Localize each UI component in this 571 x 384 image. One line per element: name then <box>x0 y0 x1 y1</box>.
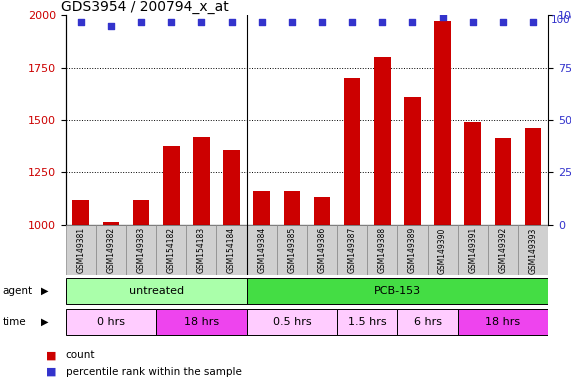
Point <box>287 18 296 25</box>
Text: ▶: ▶ <box>41 316 49 327</box>
Bar <box>464 122 481 225</box>
Text: untreated: untreated <box>128 286 184 296</box>
Point <box>317 18 327 25</box>
Point <box>468 18 477 25</box>
Bar <box>163 146 179 225</box>
Point <box>378 18 387 25</box>
Bar <box>307 225 337 275</box>
Point <box>438 14 447 20</box>
Point <box>408 18 417 25</box>
Point <box>167 18 176 25</box>
Bar <box>254 191 270 225</box>
Bar <box>525 128 541 225</box>
Bar <box>313 197 330 225</box>
Bar <box>367 225 397 275</box>
Point <box>197 18 206 25</box>
Text: 100%: 100% <box>550 15 571 25</box>
Bar <box>344 78 360 225</box>
Bar <box>458 309 548 334</box>
Bar <box>518 225 548 275</box>
Bar <box>337 225 367 275</box>
Bar <box>133 200 150 225</box>
Text: ■: ■ <box>46 350 56 360</box>
Point <box>227 18 236 25</box>
Bar <box>458 225 488 275</box>
Text: GSM154182: GSM154182 <box>167 227 176 273</box>
Text: time: time <box>3 316 26 327</box>
Bar <box>397 309 458 334</box>
Bar <box>397 225 428 275</box>
Text: 18 hrs: 18 hrs <box>184 316 219 327</box>
Bar <box>96 225 126 275</box>
Text: count: count <box>66 350 95 360</box>
Text: 1.5 hrs: 1.5 hrs <box>348 316 387 327</box>
Text: GSM149382: GSM149382 <box>106 227 115 273</box>
Bar <box>488 225 518 275</box>
Point <box>257 18 266 25</box>
Text: GSM149386: GSM149386 <box>317 227 327 273</box>
Text: GSM149391: GSM149391 <box>468 227 477 273</box>
Text: GSM149384: GSM149384 <box>257 227 266 273</box>
Text: GSM149392: GSM149392 <box>498 227 508 273</box>
Bar <box>216 225 247 275</box>
Text: GSM149385: GSM149385 <box>287 227 296 273</box>
Bar <box>73 200 89 225</box>
Bar <box>284 191 300 225</box>
Bar <box>103 222 119 225</box>
Point <box>348 18 357 25</box>
Text: GDS3954 / 200794_x_at: GDS3954 / 200794_x_at <box>61 0 228 14</box>
Bar <box>126 225 156 275</box>
Bar <box>223 151 240 225</box>
Bar <box>247 225 277 275</box>
Text: GSM149381: GSM149381 <box>77 227 85 273</box>
Text: 0 hrs: 0 hrs <box>97 316 125 327</box>
Text: ■: ■ <box>46 367 56 377</box>
Text: GSM149387: GSM149387 <box>348 227 357 273</box>
Bar <box>428 225 458 275</box>
Text: ▶: ▶ <box>41 286 49 296</box>
Text: GSM149390: GSM149390 <box>438 227 447 273</box>
Bar <box>193 137 210 225</box>
Text: agent: agent <box>3 286 33 296</box>
Bar <box>435 21 451 225</box>
Bar <box>247 278 548 304</box>
Point <box>136 18 146 25</box>
Text: GSM149389: GSM149389 <box>408 227 417 273</box>
Point <box>76 18 85 25</box>
Bar <box>494 138 511 225</box>
Point <box>529 18 538 25</box>
Text: GSM154183: GSM154183 <box>197 227 206 273</box>
Text: 0.5 hrs: 0.5 hrs <box>272 316 311 327</box>
Text: GSM149393: GSM149393 <box>529 227 537 273</box>
Bar <box>156 225 186 275</box>
Bar <box>156 309 247 334</box>
Text: GSM154184: GSM154184 <box>227 227 236 273</box>
Point <box>498 18 508 25</box>
Bar <box>66 309 156 334</box>
Bar <box>186 225 216 275</box>
Text: percentile rank within the sample: percentile rank within the sample <box>66 367 242 377</box>
Text: GSM149383: GSM149383 <box>136 227 146 273</box>
Bar <box>374 57 391 225</box>
Bar <box>66 278 247 304</box>
Bar <box>247 309 337 334</box>
Bar <box>337 309 397 334</box>
Text: GSM149388: GSM149388 <box>378 227 387 273</box>
Text: 6 hrs: 6 hrs <box>413 316 441 327</box>
Bar <box>277 225 307 275</box>
Bar <box>404 97 421 225</box>
Bar <box>66 225 96 275</box>
Text: PCB-153: PCB-153 <box>374 286 421 296</box>
Text: 18 hrs: 18 hrs <box>485 316 521 327</box>
Point <box>106 23 115 29</box>
